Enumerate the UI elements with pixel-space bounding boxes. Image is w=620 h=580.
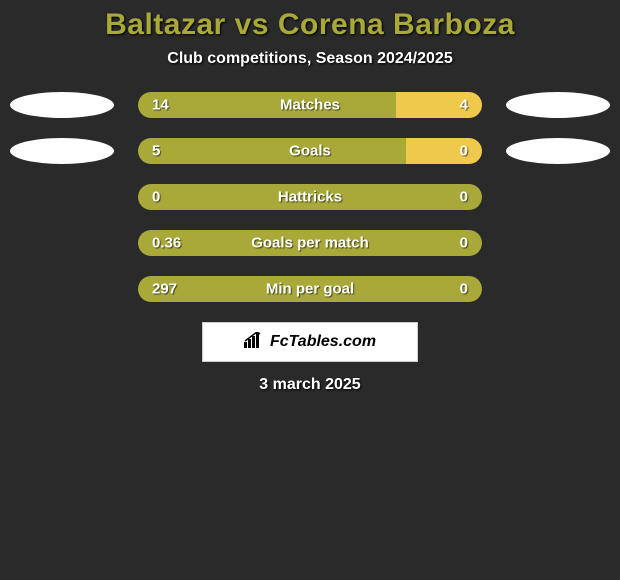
stat-value-right: 4 [460, 97, 468, 114]
stat-value-left: 14 [152, 97, 169, 114]
stat-bar: 0.36 0 Goals per match [138, 230, 482, 256]
stat-bar: 0 0 Hattricks [138, 184, 482, 210]
stat-bar: 14 4 Matches [138, 92, 482, 118]
stat-bars: 14 4 Matches 5 0 Goals 0 0 Hattricks 0.36 0 Goals p… [0, 92, 620, 302]
bar-segment-left [138, 92, 396, 118]
stat-bar: 5 0 Goals [138, 138, 482, 164]
brand-box[interactable]: FcTables.com [202, 322, 418, 362]
stat-value-left: 0.36 [152, 235, 181, 252]
comparison-widget: Baltazar vs Corena Barboza Club competit… [0, 0, 620, 394]
team-marker-right [506, 138, 610, 164]
stat-label: Min per goal [266, 281, 354, 298]
stat-value-left: 0 [152, 189, 160, 206]
team-marker-right [506, 92, 610, 118]
subtitle: Club competitions, Season 2024/2025 [0, 50, 620, 68]
stat-row: 0 0 Hattricks [0, 184, 620, 210]
stat-row: 0.36 0 Goals per match [0, 230, 620, 256]
stat-label: Hattricks [278, 189, 342, 206]
team-marker-left [10, 92, 114, 118]
stat-row: 14 4 Matches [0, 92, 620, 118]
stat-label: Goals [289, 143, 331, 160]
stat-row: 5 0 Goals [0, 138, 620, 164]
stat-value-right: 0 [460, 235, 468, 252]
stat-bar: 297 0 Min per goal [138, 276, 482, 302]
stat-value-right: 0 [460, 189, 468, 206]
stat-value-right: 0 [460, 143, 468, 160]
stat-value-left: 297 [152, 281, 177, 298]
date-label: 3 march 2025 [0, 376, 620, 394]
stat-label: Goals per match [251, 235, 369, 252]
stat-label: Matches [280, 97, 340, 114]
page-title: Baltazar vs Corena Barboza [0, 8, 620, 42]
stat-row: 297 0 Min per goal [0, 276, 620, 302]
bar-segment-right [406, 138, 482, 164]
stat-value-left: 5 [152, 143, 160, 160]
team-marker-left [10, 138, 114, 164]
chart-icon [244, 332, 264, 353]
brand-label: FcTables.com [270, 333, 376, 351]
bar-segment-left [138, 138, 406, 164]
bar-segment-right [396, 92, 482, 118]
stat-value-right: 0 [460, 281, 468, 298]
